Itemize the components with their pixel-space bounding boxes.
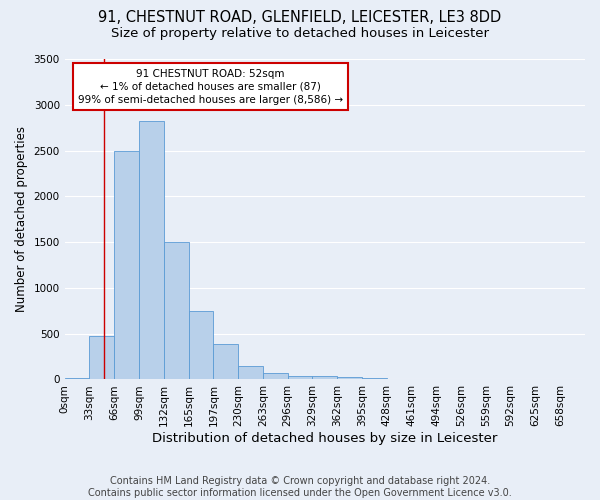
Text: 91 CHESTNUT ROAD: 52sqm
← 1% of detached houses are smaller (87)
99% of semi-det: 91 CHESTNUT ROAD: 52sqm ← 1% of detached… <box>78 68 343 105</box>
Bar <box>387 378 412 380</box>
Bar <box>337 377 362 380</box>
Bar <box>139 122 164 380</box>
Y-axis label: Number of detached properties: Number of detached properties <box>15 126 28 312</box>
Bar <box>287 376 313 380</box>
Text: Contains HM Land Registry data © Crown copyright and database right 2024.
Contai: Contains HM Land Registry data © Crown c… <box>88 476 512 498</box>
Text: Size of property relative to detached houses in Leicester: Size of property relative to detached ho… <box>111 28 489 40</box>
Bar <box>214 344 238 380</box>
X-axis label: Distribution of detached houses by size in Leicester: Distribution of detached houses by size … <box>152 432 497 445</box>
Bar <box>362 378 387 380</box>
Bar <box>89 336 114 380</box>
Text: 91, CHESTNUT ROAD, GLENFIELD, LEICESTER, LE3 8DD: 91, CHESTNUT ROAD, GLENFIELD, LEICESTER,… <box>98 10 502 25</box>
Bar <box>188 311 214 380</box>
Bar <box>164 242 188 380</box>
Bar <box>238 366 263 380</box>
Bar <box>65 378 89 380</box>
Bar <box>263 372 287 380</box>
Bar <box>114 150 139 380</box>
Bar <box>313 376 337 380</box>
